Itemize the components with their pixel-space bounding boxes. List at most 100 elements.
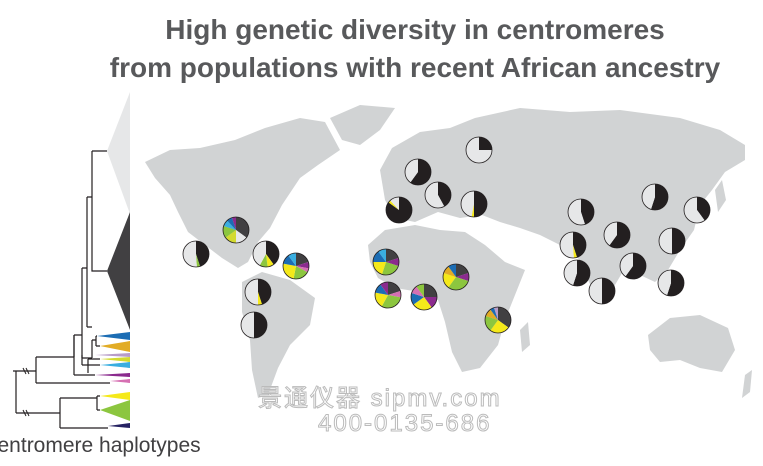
- pie-outline: [252, 240, 280, 268]
- world-map: [145, 105, 752, 398]
- pie-slice-light_gray: [236, 230, 247, 243]
- pie-slice-black: [666, 270, 684, 296]
- pie-outline: [563, 259, 591, 287]
- pie-slice-black: [474, 191, 487, 217]
- pie-slice-dark_gray: [236, 217, 249, 238]
- australia: [648, 315, 735, 372]
- pie-slice-purple: [386, 257, 399, 267]
- pie-slice-orange: [485, 309, 498, 320]
- pie-slice-black: [266, 241, 280, 265]
- japan: [715, 180, 726, 212]
- pie-europe-4: [460, 190, 488, 218]
- pie-outline: [222, 216, 250, 244]
- pie-slice-yellow: [471, 204, 474, 217]
- pie-slice-light_gray: [684, 197, 705, 223]
- pie-slice-light_gray: [466, 137, 492, 163]
- pie-slice-blue: [373, 251, 386, 262]
- pie-slice-light_gray: [620, 253, 633, 277]
- pie-slice-blue: [411, 292, 424, 305]
- pie-outline: [424, 181, 452, 209]
- pie-slice-light_gray: [405, 159, 418, 183]
- pie-slice-blue: [283, 255, 296, 266]
- pie-slice-black: [479, 137, 492, 150]
- pie-slice-cyan: [378, 249, 386, 262]
- clade-dark-gray: [107, 212, 130, 330]
- pie-slice-yellow: [283, 263, 296, 279]
- pie-slice-purple: [424, 297, 437, 308]
- pie-slice-light_gray: [658, 270, 671, 296]
- pie-slice-pink: [388, 290, 401, 298]
- pie-south-asia-3: [588, 277, 616, 305]
- pie-slice-light_gray: [425, 182, 445, 209]
- pie-slice-green: [416, 284, 424, 297]
- pie-slice-black: [625, 253, 646, 279]
- pie-slice-black: [410, 159, 432, 185]
- pie-europe-1: [404, 158, 432, 186]
- pie-slice-yellow_green: [225, 230, 236, 243]
- pie-slice-blue: [490, 307, 498, 320]
- pie-slice-yellow: [258, 292, 263, 305]
- pie-slice-blue: [227, 217, 236, 230]
- pie-mexico: [182, 240, 210, 268]
- pie-outline: [385, 196, 413, 224]
- pie-west-africa-3: [410, 283, 438, 311]
- greenland: [330, 105, 395, 145]
- africa: [368, 225, 525, 372]
- new-zealand: [742, 370, 752, 398]
- pie-slice-purple: [456, 272, 469, 282]
- pie-outline: [465, 136, 493, 164]
- tree-branches: [13, 150, 110, 429]
- pie-outline: [657, 269, 685, 297]
- title-line-1: High genetic diversity in centromeres: [165, 14, 665, 45]
- clade-light-gray: [107, 92, 130, 214]
- pie-slice-yellow: [388, 200, 399, 210]
- pie-slice-black: [573, 232, 586, 258]
- pie-slice-light_gray: [568, 199, 586, 226]
- clade-purple: [95, 373, 130, 377]
- branch-break-marks: [22, 367, 30, 417]
- pie-southeast-asia-2: [657, 269, 685, 297]
- pie-outline: [240, 311, 268, 339]
- pie-outline: [619, 252, 647, 280]
- pie-outline: [641, 183, 669, 211]
- pie-south-asia-1: [559, 231, 587, 259]
- pie-slice-light_gray: [589, 278, 602, 304]
- pie-slice-black: [196, 241, 210, 267]
- pie-west-africa-2: [374, 281, 402, 309]
- pie-slice-light_gray: [559, 232, 574, 258]
- pie-caribbean-2: [282, 252, 310, 280]
- pie-outline: [559, 231, 587, 259]
- pie-slice-black: [572, 260, 591, 287]
- pie-northern-europe: [465, 136, 493, 164]
- phylogenetic-tree: [13, 92, 130, 429]
- pie-south-asia-2: [563, 259, 591, 287]
- pie-slice-dark_gray: [456, 264, 469, 277]
- pie-east-asia-4: [658, 227, 686, 255]
- pie-caribbean-1: [252, 240, 280, 268]
- pie-central-africa: [442, 263, 470, 291]
- pie-outline: [460, 190, 488, 218]
- pie-slice-cyan: [223, 220, 236, 230]
- pie-slice-purple: [380, 282, 388, 295]
- pie-south-america-1: [244, 278, 272, 306]
- pie-slice-dark_gray: [498, 307, 512, 328]
- pie-slice-dark_gray: [424, 284, 437, 297]
- pie-east-africa: [484, 306, 512, 334]
- pie-slice-green: [448, 277, 469, 290]
- pie-slice-black: [254, 312, 267, 338]
- pie-slice-light_gray: [659, 228, 672, 254]
- pie-outline: [410, 283, 438, 311]
- pie-south-america-2: [240, 311, 268, 339]
- pie-slice-black: [609, 222, 630, 249]
- pie-outline: [442, 263, 470, 291]
- pie-slice-black: [258, 279, 272, 305]
- pie-slice-dark_gray: [388, 282, 401, 295]
- clade-lavender: [95, 353, 130, 357]
- clade-yellow-green: [100, 357, 130, 362]
- pie-slice-light_gray: [182, 241, 197, 267]
- pie-slice-orange: [443, 266, 456, 277]
- pie-southeast-asia-1: [619, 252, 647, 280]
- pie-east-asia-1: [641, 183, 669, 211]
- pie-outline: [374, 281, 402, 309]
- watermark-line-2: 400-0135-686: [317, 410, 492, 438]
